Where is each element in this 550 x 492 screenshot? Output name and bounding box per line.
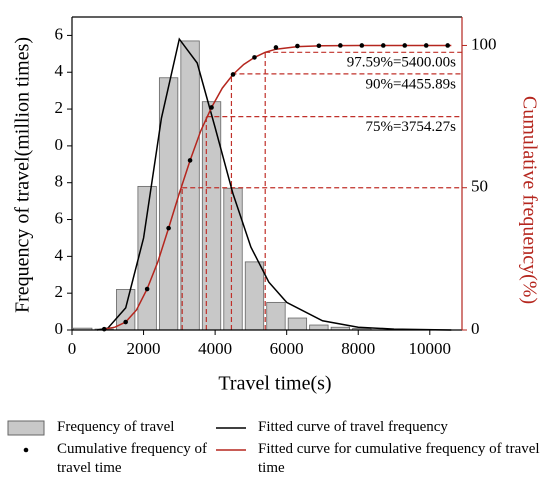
chart: Travel time(s) Frequency of travel(milli… <box>12 16 540 395</box>
point <box>402 43 408 48</box>
point <box>187 158 193 163</box>
legend-label: Fitted curve for cumulative frequency of… <box>258 441 540 476</box>
annotation: 97.59%=5400.00s <box>347 55 456 71</box>
y2-tick-label: 50 <box>471 177 488 196</box>
y-tick-label: 6 <box>55 24 64 43</box>
y-tick-label: 0 <box>55 319 64 338</box>
y-tick-label: 4 <box>55 245 64 264</box>
annotation: 75%=3754.27s <box>365 119 456 135</box>
point <box>423 43 429 48</box>
point <box>230 72 236 77</box>
y-tick-label: 2 <box>55 98 64 117</box>
y2-tick-label: 100 <box>471 34 497 53</box>
x-tick-label: 4000 <box>198 339 232 358</box>
y2-tick-label: 0 <box>471 319 480 338</box>
legend-label: Cumulative frequency of travel time <box>57 441 207 476</box>
point <box>166 225 171 231</box>
point <box>144 286 150 292</box>
point <box>209 105 214 110</box>
y-tick-label: 0 <box>55 135 64 154</box>
y-tick-label: 8 <box>55 172 64 191</box>
legend-swatch <box>23 447 29 453</box>
annotation: 90%=4455.89s <box>365 76 456 92</box>
point <box>338 43 343 48</box>
point <box>273 45 279 50</box>
x-tick-label: 8000 <box>341 339 375 358</box>
y-tick-label: 2 <box>55 282 64 301</box>
point <box>316 43 322 49</box>
point <box>380 43 386 48</box>
point <box>295 43 300 49</box>
x-tick-label: 10000 <box>409 339 452 358</box>
y-tick-label: 6 <box>55 208 64 227</box>
point <box>252 55 257 60</box>
legend-label: Frequency of travel <box>57 419 175 435</box>
fitted-curve <box>96 37 452 331</box>
y-axis-label: Frequency of travel(million times) <box>12 37 34 313</box>
legend-swatch <box>7 420 45 436</box>
y-tick-label: 4 <box>55 61 64 80</box>
point <box>359 43 365 48</box>
y2-axis-label: Cumulative frequency(%) <box>518 96 540 304</box>
legend-label: Fitted curve of travel frequency <box>258 419 448 435</box>
point <box>445 43 450 48</box>
x-axis-label: Travel time(s) <box>218 373 331 395</box>
point <box>123 319 128 325</box>
x-tick-label: 6000 <box>270 339 304 358</box>
x-tick-label: 0 <box>68 339 77 358</box>
x-tick-label: 2000 <box>127 339 161 358</box>
